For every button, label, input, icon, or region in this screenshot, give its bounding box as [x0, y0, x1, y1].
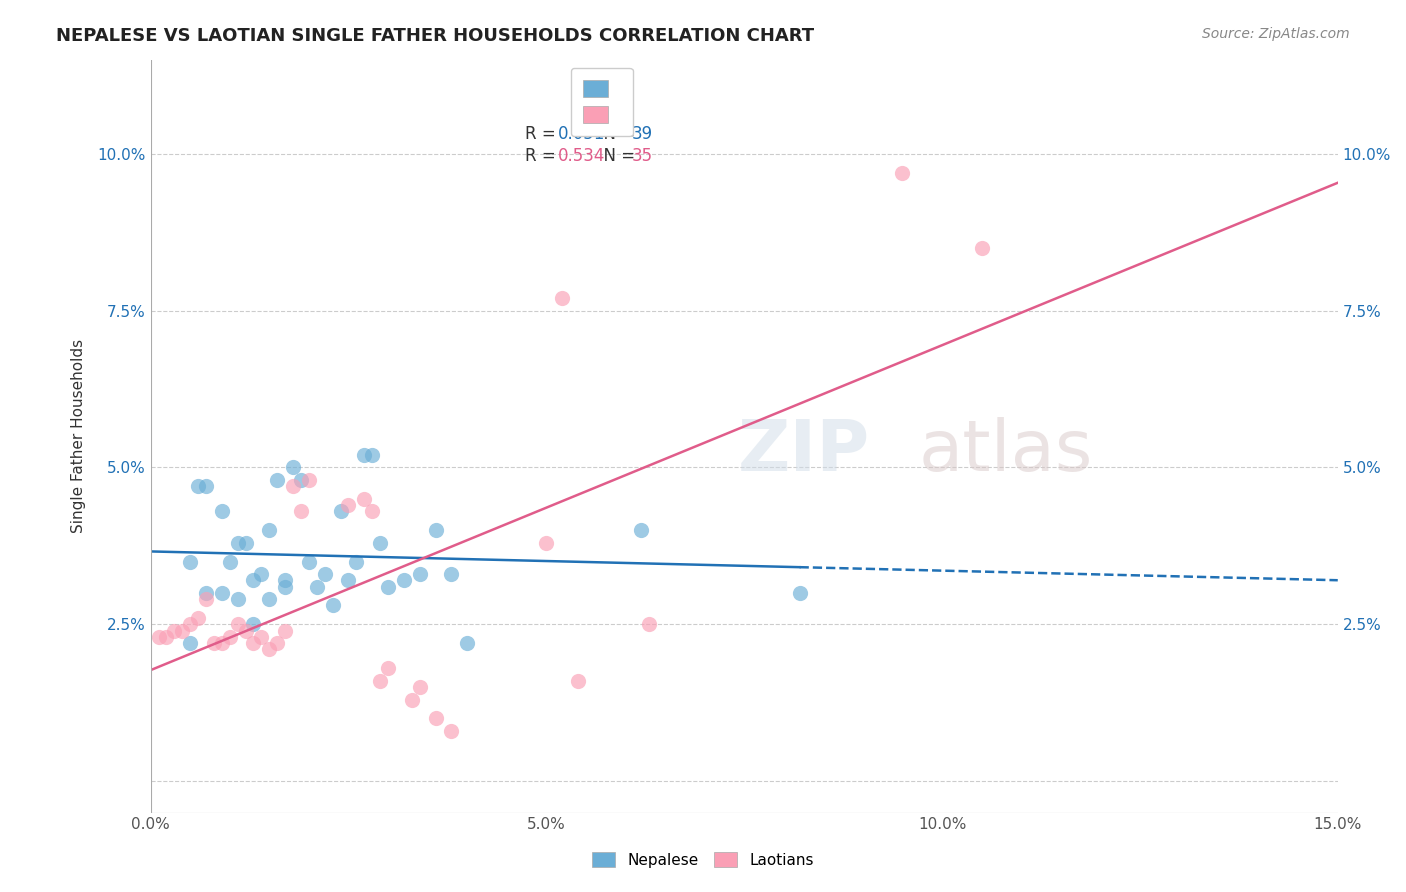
Text: N =: N = — [593, 125, 641, 143]
Point — [187, 479, 209, 493]
Point — [377, 580, 399, 594]
Point — [218, 555, 240, 569]
Point — [353, 448, 375, 462]
Point — [298, 555, 321, 569]
Text: NEPALESE VS LAOTIAN SINGLE FATHER HOUSEHOLDS CORRELATION CHART: NEPALESE VS LAOTIAN SINGLE FATHER HOUSEH… — [56, 27, 814, 45]
Point — [281, 460, 304, 475]
Point — [344, 555, 367, 569]
Text: 39: 39 — [631, 125, 652, 143]
Text: 0.051: 0.051 — [558, 125, 605, 143]
Point — [172, 624, 194, 638]
Point — [226, 617, 249, 632]
Point — [377, 661, 399, 675]
Point — [361, 504, 384, 518]
Point — [337, 498, 360, 512]
Text: Source: ZipAtlas.com: Source: ZipAtlas.com — [1202, 27, 1350, 41]
Point — [368, 673, 391, 688]
Text: atlas: atlas — [918, 417, 1092, 485]
Point — [401, 692, 423, 706]
Point — [242, 617, 264, 632]
Point — [226, 535, 249, 549]
Text: N =: N = — [593, 147, 641, 165]
Point — [408, 567, 430, 582]
Point — [567, 673, 589, 688]
Point — [290, 473, 312, 487]
Point — [789, 586, 811, 600]
Point — [970, 241, 993, 255]
Point — [638, 617, 661, 632]
Point — [392, 574, 415, 588]
Point — [274, 624, 297, 638]
Point — [250, 630, 273, 644]
Point — [235, 624, 257, 638]
Point — [250, 567, 273, 582]
Point — [440, 723, 463, 738]
Point — [226, 592, 249, 607]
Point — [211, 636, 233, 650]
Text: 0.534: 0.534 — [558, 147, 605, 165]
Point — [290, 504, 312, 518]
Point — [298, 473, 321, 487]
Point — [187, 611, 209, 625]
Point — [148, 630, 170, 644]
Point — [218, 630, 240, 644]
Point — [408, 680, 430, 694]
Point — [211, 504, 233, 518]
Point — [155, 630, 177, 644]
Point — [259, 642, 281, 657]
Point — [195, 592, 218, 607]
Point — [353, 491, 375, 506]
Point — [551, 291, 574, 305]
Point — [630, 523, 652, 537]
Point — [425, 711, 447, 725]
Point — [329, 504, 352, 518]
Point — [337, 574, 360, 588]
Point — [266, 636, 288, 650]
Y-axis label: Single Father Households: Single Father Households — [72, 339, 86, 533]
Text: ZIP: ZIP — [737, 417, 870, 485]
Point — [322, 599, 344, 613]
Point — [314, 567, 336, 582]
Point — [259, 523, 281, 537]
Point — [195, 586, 218, 600]
Point — [440, 567, 463, 582]
Text: 35: 35 — [631, 147, 652, 165]
Point — [202, 636, 225, 650]
Point — [195, 479, 218, 493]
Point — [211, 586, 233, 600]
Legend: , : , — [571, 68, 633, 136]
Text: R =: R = — [524, 125, 561, 143]
Point — [274, 580, 297, 594]
Point — [425, 523, 447, 537]
Point — [242, 636, 264, 650]
Point — [235, 535, 257, 549]
Text: R =: R = — [524, 147, 561, 165]
Legend: Nepalese, Laotians: Nepalese, Laotians — [585, 844, 821, 875]
Point — [179, 636, 201, 650]
Point — [536, 535, 558, 549]
Point — [259, 592, 281, 607]
Point — [266, 473, 288, 487]
Point — [274, 574, 297, 588]
Point — [179, 617, 201, 632]
Point — [305, 580, 328, 594]
Point — [891, 165, 914, 179]
Point — [242, 574, 264, 588]
Point — [456, 636, 478, 650]
Point — [179, 555, 201, 569]
Point — [163, 624, 186, 638]
Point — [368, 535, 391, 549]
Point — [361, 448, 384, 462]
Point — [281, 479, 304, 493]
